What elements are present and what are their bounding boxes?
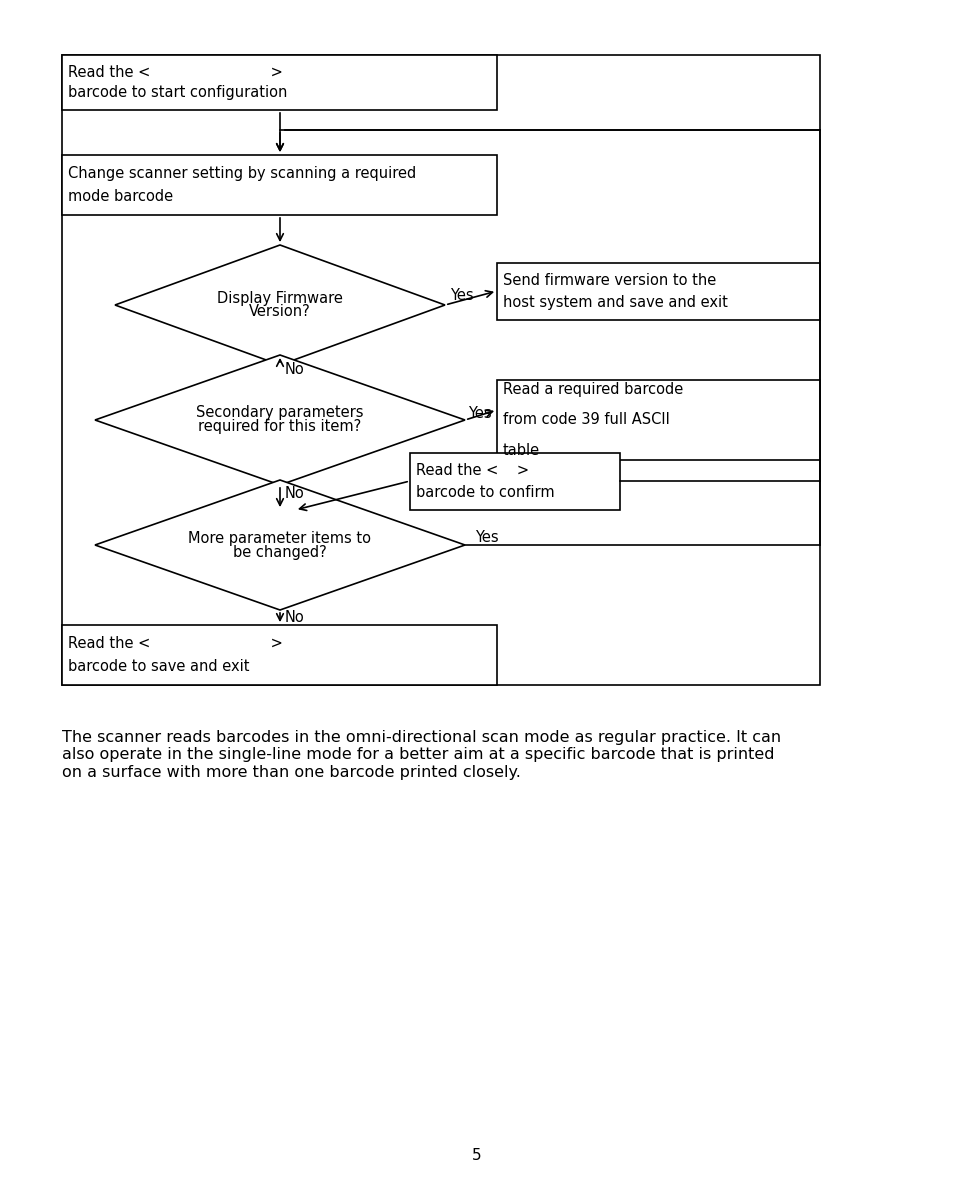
Text: More parameter items to: More parameter items to xyxy=(189,531,371,545)
Text: be changed?: be changed? xyxy=(233,544,327,560)
Text: Yes: Yes xyxy=(475,530,498,544)
Text: Read the <    >: Read the < > xyxy=(416,463,529,478)
Polygon shape xyxy=(95,480,464,610)
Bar xyxy=(62,625,497,685)
Text: Read the <                          >: Read the < > xyxy=(68,64,283,80)
Text: barcode to start configuration: barcode to start configuration xyxy=(68,86,287,100)
Text: Send firmware version to the: Send firmware version to the xyxy=(502,273,716,289)
Text: from code 39 full ASCII: from code 39 full ASCII xyxy=(502,413,669,427)
Text: Read the <                          >: Read the < > xyxy=(68,636,283,651)
Text: Secondary parameters: Secondary parameters xyxy=(196,406,363,420)
Text: Yes: Yes xyxy=(468,406,491,420)
Bar xyxy=(410,453,619,509)
Text: Version?: Version? xyxy=(249,304,311,320)
Text: The scanner reads barcodes in the omni-directional scan mode as regular practice: The scanner reads barcodes in the omni-d… xyxy=(62,730,781,780)
Bar xyxy=(62,55,820,685)
Text: 5: 5 xyxy=(472,1148,481,1162)
Text: required for this item?: required for this item? xyxy=(198,420,361,434)
Polygon shape xyxy=(95,356,464,486)
Text: Yes: Yes xyxy=(450,288,473,303)
Text: No: No xyxy=(285,610,304,624)
Text: No: No xyxy=(285,487,304,501)
Text: Display Firmware: Display Firmware xyxy=(217,291,342,305)
Bar xyxy=(497,262,820,320)
Bar xyxy=(62,155,497,215)
Text: Change scanner setting by scanning a required: Change scanner setting by scanning a req… xyxy=(68,166,416,181)
Text: host system and save and exit: host system and save and exit xyxy=(502,295,727,310)
Text: barcode to save and exit: barcode to save and exit xyxy=(68,659,250,674)
Text: barcode to confirm: barcode to confirm xyxy=(416,484,554,500)
Text: Read a required barcode: Read a required barcode xyxy=(502,382,682,397)
Polygon shape xyxy=(115,245,444,365)
Text: table: table xyxy=(502,443,539,458)
Text: mode barcode: mode barcode xyxy=(68,188,172,204)
Text: No: No xyxy=(285,363,304,377)
Bar xyxy=(497,381,820,460)
Bar xyxy=(62,55,497,110)
